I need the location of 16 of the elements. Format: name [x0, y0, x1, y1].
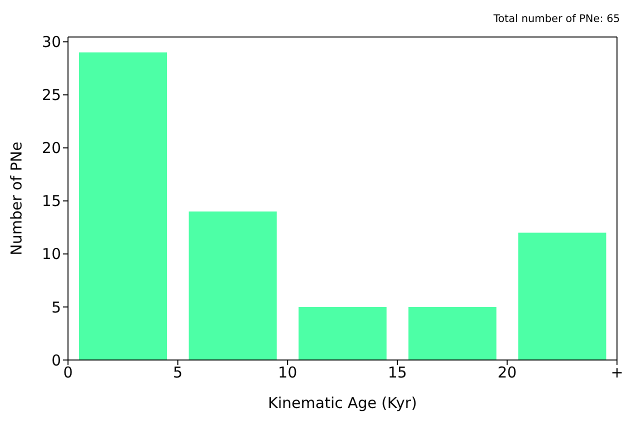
y-tick-label: 30 — [42, 33, 61, 52]
x-tick-label: 10 — [278, 364, 298, 382]
y-tick-label: 15 — [42, 192, 61, 210]
x-tick-label: 5 — [173, 364, 183, 382]
text: Total number of PNe: 65 — [493, 13, 620, 25]
x-tick-label: 20 — [498, 364, 517, 382]
y-axis-title: Number of PNe — [7, 142, 26, 256]
y-tick-label: 0 — [51, 351, 61, 370]
x-tick-label: 15 — [388, 364, 407, 382]
y-tick-label: 25 — [42, 86, 61, 104]
y-tick-label: 5 — [51, 298, 61, 316]
y-tick-label: 20 — [42, 139, 61, 158]
x-axis-title: Kinematic Age (Kyr) — [268, 394, 417, 412]
y-tick-label: 10 — [42, 245, 61, 264]
x-tick-label: + — [610, 364, 624, 382]
x-tick-label: 0 — [63, 364, 73, 382]
